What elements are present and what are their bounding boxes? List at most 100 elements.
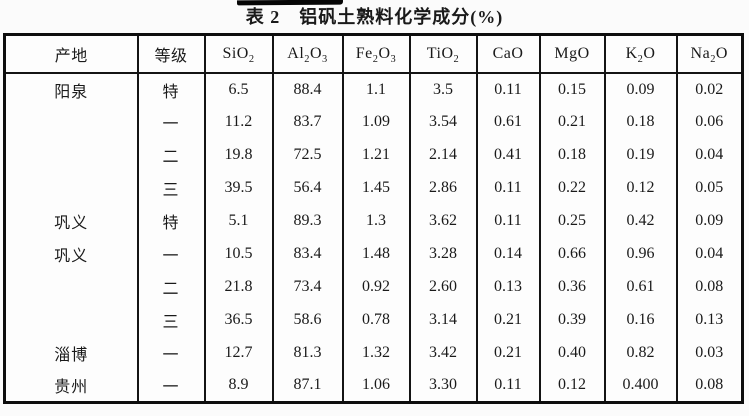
value-cell: 36.5 xyxy=(203,303,273,337)
value-cell: 0.19 xyxy=(603,138,677,172)
value-cell: 0.02 xyxy=(675,72,743,106)
value-cell: 10.5 xyxy=(203,237,273,271)
value-cell: 0.21 xyxy=(538,105,605,139)
value-cell: 0.82 xyxy=(603,336,677,370)
value-cell: 8.9 xyxy=(203,369,273,403)
value-cell: 1.45 xyxy=(341,171,410,205)
value-cell: 0.18 xyxy=(603,105,677,139)
value-cell: 3.28 xyxy=(408,237,477,271)
value-cell: 0.21 xyxy=(475,336,540,370)
value-cell: 0.06 xyxy=(675,105,743,139)
value-cell: 1.3 xyxy=(341,204,410,238)
origin-cell: 阳泉 xyxy=(54,83,89,101)
column-header: K2O xyxy=(603,34,677,73)
value-cell: 0.11 xyxy=(475,171,540,205)
table-row: 阳泉 特 6.5 88.4 1.1 3.5 0.11 0.15 0.09 0.02 xyxy=(5,72,743,106)
column-header: MgO xyxy=(538,34,605,73)
origin-cell: 贵州 xyxy=(54,379,89,397)
value-cell: 0.11 xyxy=(475,369,540,403)
value-cell: 0.18 xyxy=(538,138,605,172)
value-cell: 2.86 xyxy=(408,171,477,205)
column-header: SiO2 xyxy=(203,34,273,73)
value-cell: 0.12 xyxy=(538,369,605,403)
value-cell: 1.06 xyxy=(341,369,410,403)
table-row: 二 19.8 72.5 1.21 2.14 0.41 0.18 0.19 0.04 xyxy=(5,138,743,172)
origin-cell xyxy=(5,106,138,139)
value-cell: 56.4 xyxy=(271,171,343,205)
value-cell: 3.30 xyxy=(408,369,477,403)
grade-cell: 二 xyxy=(136,138,205,172)
value-cell: 19.8 xyxy=(203,138,273,172)
value-cell: 73.4 xyxy=(271,270,343,304)
origin-cell xyxy=(5,304,138,337)
column-header: TiO2 xyxy=(408,34,477,73)
value-cell: 3.42 xyxy=(408,336,477,370)
table-row: 巩义 特 5.1 89.3 1.3 3.62 0.11 0.25 0.42 0.09 xyxy=(5,204,743,238)
value-cell: 0.09 xyxy=(675,204,743,238)
table-title: 表 2 铝矾土熟料化学成分(%) xyxy=(245,7,504,27)
value-cell: 0.04 xyxy=(675,237,743,271)
origin-cell xyxy=(5,172,138,205)
value-cell: 3.54 xyxy=(408,105,477,139)
value-cell: 87.1 xyxy=(271,369,343,403)
grade-cell: 三 xyxy=(136,303,205,337)
value-cell: 0.61 xyxy=(603,270,677,304)
value-cell: 0.25 xyxy=(538,204,605,238)
value-cell: 0.39 xyxy=(538,303,605,337)
value-cell: 89.3 xyxy=(271,204,343,238)
value-cell: 0.92 xyxy=(341,270,410,304)
value-cell: 0.22 xyxy=(538,171,605,205)
value-cell: 1.09 xyxy=(341,105,410,139)
column-header: Na2O xyxy=(675,34,743,73)
value-cell: 3.14 xyxy=(408,303,477,337)
column-header: 等级 xyxy=(136,34,205,73)
value-cell: 0.05 xyxy=(675,171,743,205)
value-cell: 0.08 xyxy=(675,369,743,403)
value-cell: 58.6 xyxy=(271,303,343,337)
value-cell: 0.61 xyxy=(475,105,540,139)
value-cell: 0.42 xyxy=(603,204,677,238)
value-cell: 0.13 xyxy=(475,270,540,304)
value-cell: 81.3 xyxy=(271,336,343,370)
composition-table: 产地 等级 SiO2 Al2O3 Fe2O3 TiO2 CaO MgO K2O Na2O 阳泉特 6… xyxy=(3,33,744,404)
value-cell: 0.66 xyxy=(538,237,605,271)
column-header: CaO xyxy=(475,34,540,73)
value-cell: 0.78 xyxy=(341,303,410,337)
value-cell: 12.7 xyxy=(203,336,273,370)
grade-cell: 特 xyxy=(136,204,205,238)
value-cell: 83.4 xyxy=(271,237,343,271)
column-header: 产地 xyxy=(54,47,88,65)
origin-cell xyxy=(5,271,138,304)
table-row: 巩义 一 10.5 83.4 1.48 3.28 0.14 0.66 0.96 0.04 xyxy=(5,237,743,271)
value-cell: 0.03 xyxy=(675,336,743,370)
value-cell: 0.13 xyxy=(675,303,743,337)
grade-cell: 一 xyxy=(136,336,205,370)
grade-cell: 特 xyxy=(136,72,205,106)
value-cell: 3.5 xyxy=(408,72,477,106)
value-cell: 39.5 xyxy=(203,171,273,205)
value-cell: 0.12 xyxy=(603,171,677,205)
grade-cell: 一 xyxy=(136,237,205,271)
value-cell: 0.11 xyxy=(475,72,540,106)
value-cell: 1.48 xyxy=(341,237,410,271)
value-cell: 0.09 xyxy=(603,72,677,106)
value-cell: 72.5 xyxy=(271,138,343,172)
value-cell: 2.14 xyxy=(408,138,477,172)
grade-cell: 二 xyxy=(136,270,205,304)
table-row: 一 11.2 83.7 1.09 3.54 0.61 0.21 0.18 0.06 xyxy=(5,105,743,139)
value-cell: 0.36 xyxy=(538,270,605,304)
origin-cell: 巩义 xyxy=(54,248,89,265)
table-row: 二 21.8 73.4 0.92 2.60 0.13 0.36 0.61 0.08 xyxy=(5,270,743,304)
value-cell: 6.5 xyxy=(203,72,273,106)
column-header: Fe2O3 xyxy=(341,34,410,73)
value-cell: 3.62 xyxy=(408,204,477,238)
value-cell: 1.1 xyxy=(341,72,410,106)
value-cell: 0.400 xyxy=(603,369,677,403)
grade-cell: 三 xyxy=(136,171,205,205)
table-row: 三 39.5 56.4 1.45 2.86 0.11 0.22 0.12 0.05 xyxy=(5,171,743,205)
value-cell: 0.11 xyxy=(475,204,540,238)
value-cell: 21.8 xyxy=(203,270,273,304)
table-row: 贵州 一 8.9 87.1 1.06 3.30 0.11 0.12 0.400 0.08 xyxy=(5,369,743,403)
origin-cell: 淄博 xyxy=(54,347,89,364)
